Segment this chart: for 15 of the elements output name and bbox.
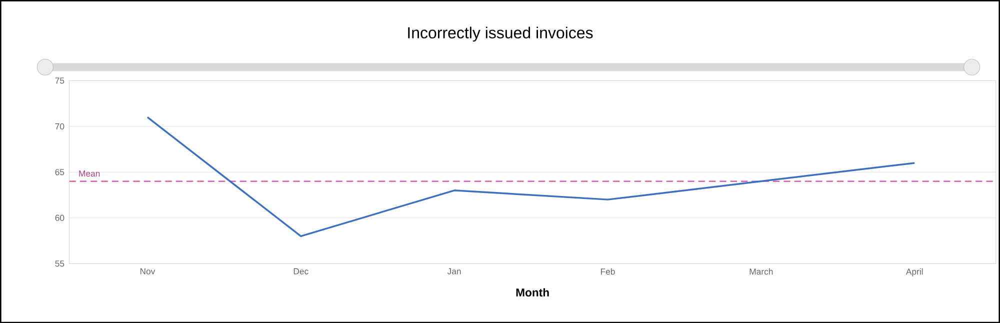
x-tick-label: April <box>906 268 923 276</box>
y-tick-label: 55 <box>55 260 64 267</box>
y-tick-label: 75 <box>55 78 64 84</box>
x-tick-label: Dec <box>294 268 308 274</box>
x-axis-title: Month <box>516 288 549 296</box>
x-tick-label: Jan <box>447 268 461 274</box>
x-tick-label: Nov <box>140 268 156 274</box>
y-tick-label: 65 <box>55 168 64 176</box>
ref-line-label: Mean <box>79 170 100 176</box>
line-series <box>146 116 916 237</box>
chart-title: Incorrectly issued invoices <box>408 26 593 42</box>
x-tick-label: Feb <box>600 268 615 275</box>
y-tick-label: 70 <box>55 123 64 130</box>
x-tick-label: March <box>750 268 773 275</box>
y-tick-label: 60 <box>55 214 64 221</box>
